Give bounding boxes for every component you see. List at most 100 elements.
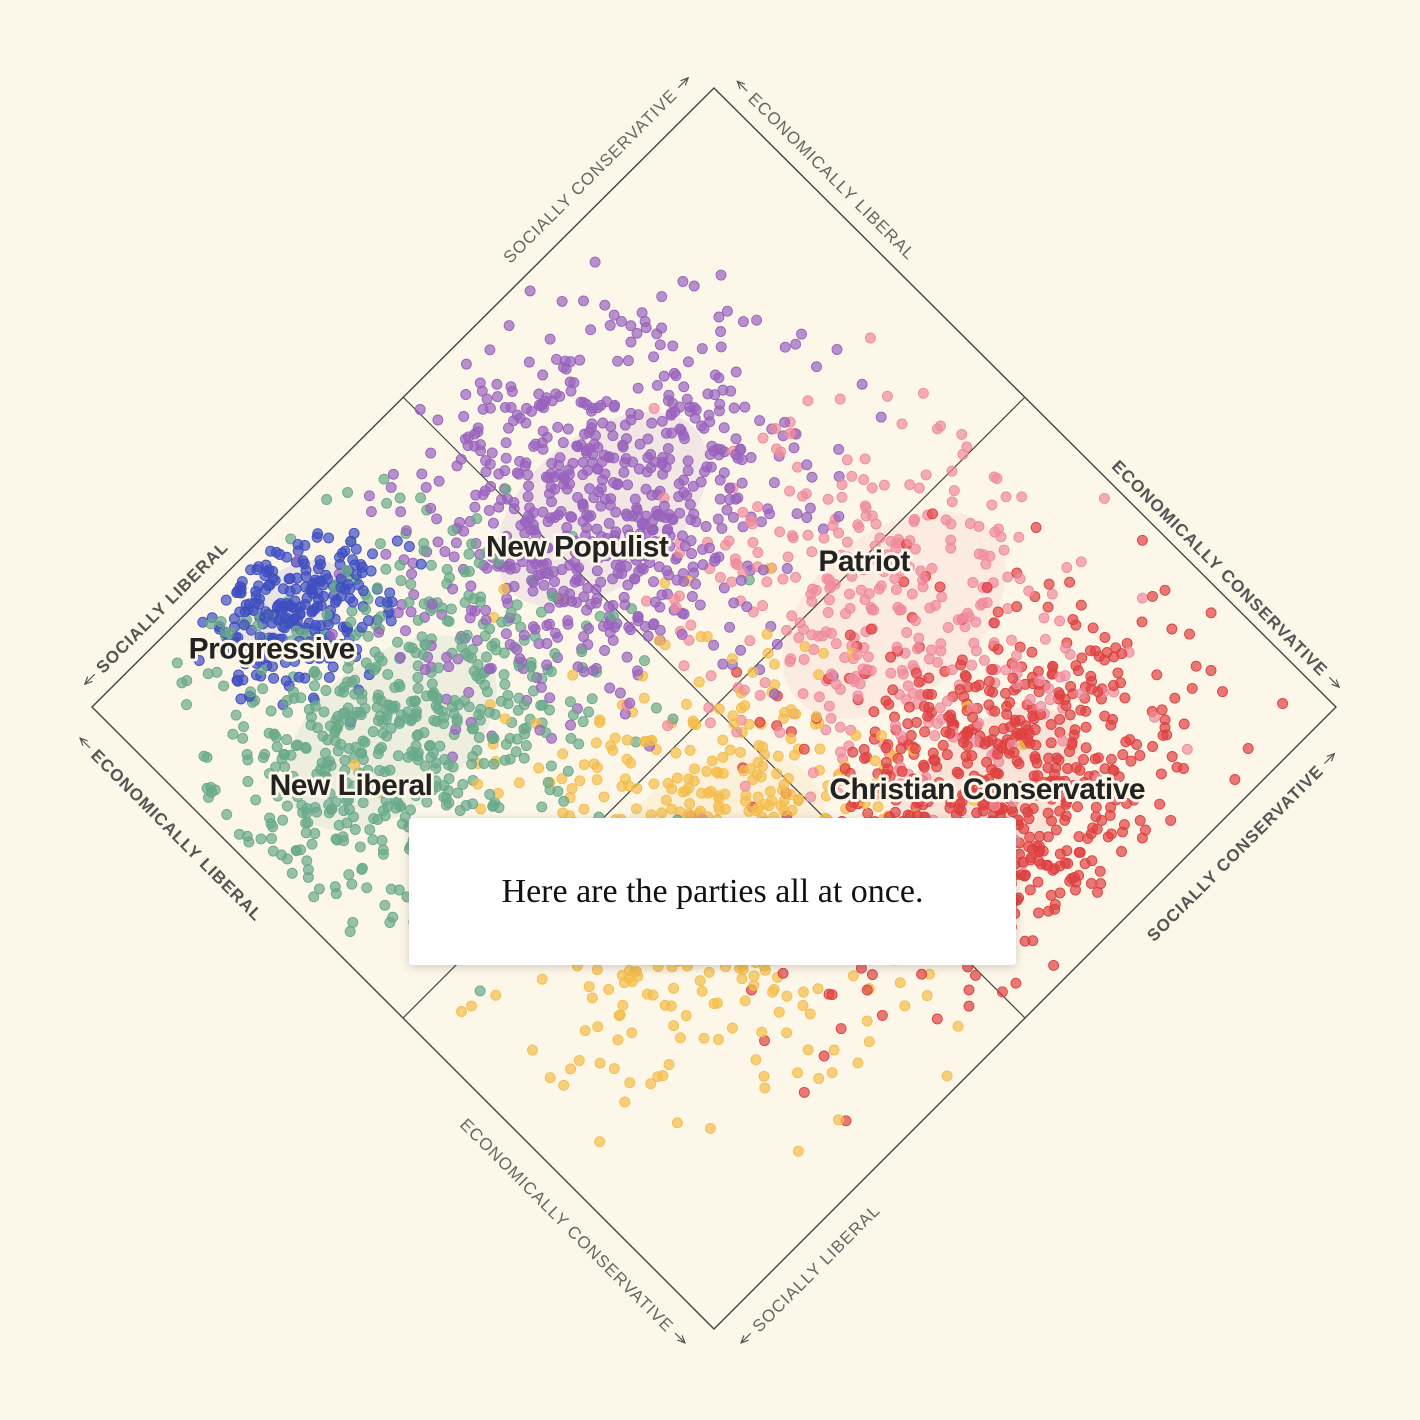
point-new-populist [730, 366, 742, 378]
point-christian-conservative [989, 705, 1001, 717]
point-christian-conservative [861, 984, 873, 996]
point-christian-conservative [1090, 801, 1102, 813]
point-christian-conservative [1108, 680, 1119, 691]
point-new-populist [565, 719, 576, 731]
point-christian-conservative [984, 685, 995, 697]
point-new-populist [717, 384, 729, 396]
point-new-liberal [252, 620, 264, 632]
point-new-liberal [379, 899, 391, 911]
point-new-liberal [376, 741, 387, 753]
point-growth-and-opportunity [533, 762, 545, 774]
point-new-liberal [504, 733, 516, 744]
point-new-populist [705, 461, 717, 473]
point-patriot [786, 610, 798, 622]
point-new-liberal [264, 812, 276, 824]
point-growth-and-opportunity [638, 736, 650, 748]
point-christian-conservative [1033, 907, 1044, 919]
point-new-liberal [412, 682, 424, 694]
point-progressive [261, 566, 273, 578]
point-new-populist [670, 370, 682, 382]
point-new-populist [739, 401, 751, 413]
point-christian-conservative [1184, 628, 1195, 640]
point-patriot [806, 546, 818, 558]
point-new-liberal [382, 801, 394, 813]
point-patriot [685, 619, 697, 631]
point-new-populist [511, 467, 523, 479]
point-new-liberal [436, 602, 448, 614]
point-new-populist [708, 639, 720, 651]
point-christian-conservative [923, 672, 935, 684]
point-patriot [946, 496, 958, 508]
point-christian-conservative [992, 606, 1004, 618]
point-growth-and-opportunity [588, 758, 600, 770]
point-christian-conservative [1070, 660, 1082, 672]
point-christian-conservative [909, 743, 921, 755]
point-new-populist [646, 489, 658, 501]
point-growth-and-opportunity [747, 666, 759, 678]
point-new-liberal [520, 722, 532, 734]
point-patriot [1000, 491, 1012, 503]
point-new-populist [571, 574, 582, 586]
point-christian-conservative [1156, 704, 1168, 716]
point-growth-and-opportunity [579, 1025, 591, 1037]
point-christian-conservative [1014, 848, 1025, 860]
point-christian-conservative [1105, 828, 1117, 840]
point-christian-conservative [1060, 700, 1072, 712]
point-new-populist [394, 651, 406, 663]
point-christian-conservative [1004, 697, 1016, 708]
point-progressive [293, 671, 305, 683]
point-new-liberal [285, 533, 297, 545]
point-growth-and-opportunity [558, 1079, 570, 1091]
point-growth-and-opportunity [802, 1044, 814, 1056]
point-new-populist [571, 564, 583, 576]
point-patriot [978, 654, 990, 666]
point-growth-and-opportunity [736, 973, 748, 985]
point-growth-and-opportunity [630, 803, 642, 815]
point-new-populist [658, 370, 670, 382]
point-new-populist [666, 427, 678, 439]
point-new-populist [578, 666, 590, 678]
point-patriot [846, 470, 858, 482]
point-christian-conservative [940, 726, 952, 738]
point-new-populist [679, 433, 690, 445]
point-new-liberal [549, 648, 561, 660]
point-progressive [391, 535, 403, 547]
point-new-liberal [412, 754, 424, 766]
point-new-liberal [562, 765, 574, 777]
point-new-populist [694, 599, 706, 611]
point-new-populist [475, 439, 486, 451]
point-christian-conservative [1217, 686, 1228, 698]
point-new-populist [586, 457, 598, 468]
point-new-populist [627, 510, 638, 522]
point-growth-and-opportunity [739, 995, 751, 1007]
point-christian-conservative [927, 508, 938, 520]
point-patriot [913, 482, 925, 494]
point-new-liberal [381, 497, 393, 509]
point-growth-and-opportunity [696, 985, 708, 997]
point-growth-and-opportunity [797, 1000, 809, 1011]
point-new-populist [529, 623, 541, 635]
point-patriot [890, 720, 901, 732]
point-new-populist [406, 568, 418, 580]
point-new-liberal [281, 694, 293, 706]
point-new-liberal [535, 606, 547, 618]
point-new-liberal [382, 668, 394, 680]
point-patriot [754, 689, 766, 701]
point-growth-and-opportunity [578, 803, 590, 815]
axis-label-right-upper: ECONOMICALLY CONSERVATIVE [1108, 457, 1346, 695]
point-new-populist [804, 502, 816, 514]
point-new-liberal [295, 692, 307, 704]
point-new-liberal [369, 664, 381, 676]
point-new-populist [400, 525, 412, 537]
point-new-populist [713, 405, 725, 417]
point-growth-and-opportunity [764, 785, 776, 797]
point-new-populist [460, 358, 472, 370]
point-new-populist [741, 601, 753, 613]
point-growth-and-opportunity [739, 700, 751, 712]
point-christian-conservative [1092, 686, 1104, 698]
point-new-populist [673, 478, 685, 490]
point-patriot [797, 688, 809, 700]
point-growth-and-opportunity [565, 1063, 577, 1075]
point-new-populist [458, 411, 470, 422]
